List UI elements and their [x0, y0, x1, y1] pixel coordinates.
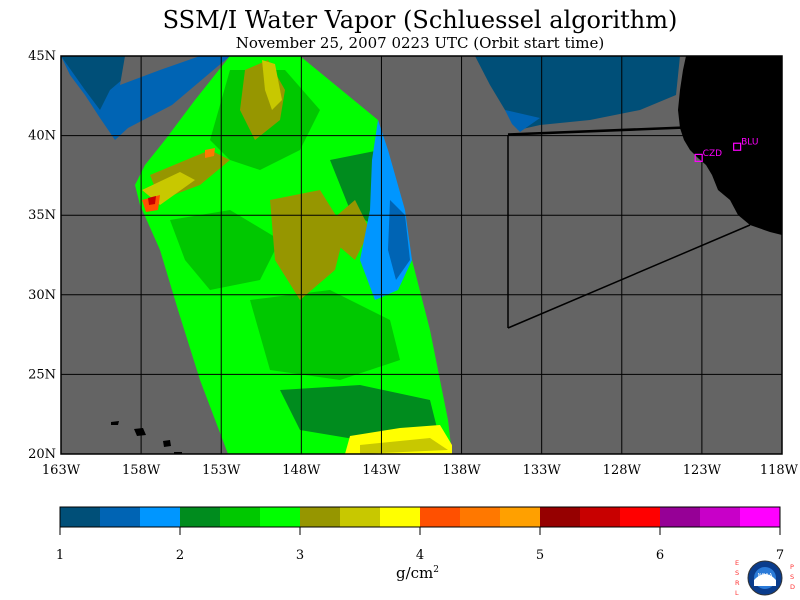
colorbar-swatch	[420, 507, 461, 527]
colorbar-swatch	[300, 507, 341, 527]
colorbar-swatch	[100, 507, 141, 527]
vapor-region-northeast	[475, 56, 680, 130]
colorbar-swatch	[740, 507, 781, 527]
flight-track-outline	[507, 126, 686, 135]
station-marker	[694, 153, 703, 162]
longitude-label: 148W	[282, 463, 321, 478]
colorbar-tick-label: 2	[176, 548, 184, 563]
station-label: BLU	[741, 138, 758, 148]
svg-text:L: L	[735, 589, 739, 597]
colorbar-swatch	[340, 507, 381, 527]
vapor-region-north-grey	[120, 56, 200, 85]
latitude-label: 40N	[28, 129, 56, 144]
colorbar-ticks: 1 2 3 4 5 6 7	[56, 527, 784, 563]
colorbar-swatch	[500, 507, 541, 527]
flight-track-south	[507, 224, 751, 329]
map-title: SSM/I Water Vapor (Schluessel algorithm)	[162, 6, 678, 34]
colorbar	[59, 506, 781, 528]
colorbar-swatch	[60, 507, 101, 527]
svg-text:NOAA: NOAA	[758, 573, 773, 579]
longitude-label: 128W	[603, 463, 642, 478]
colorbar-swatch	[700, 507, 741, 527]
colorbar-swatch	[180, 507, 221, 527]
map-frame	[60, 55, 783, 455]
land-island-3	[163, 440, 171, 447]
map-subtitle: November 25, 2007 0223 UTC (Orbit start …	[235, 34, 605, 52]
colorbar-unit-text: g/cm	[396, 564, 434, 582]
land-north-america	[678, 56, 782, 235]
swath-red-west	[148, 196, 156, 205]
swath-yellow-north	[262, 60, 282, 110]
longitude-label: 123W	[683, 463, 722, 478]
swath-darkblue-east	[388, 200, 410, 280]
longitude-label: 118W	[760, 463, 799, 478]
longitude-label: 158W	[122, 463, 161, 478]
svg-text:E: E	[735, 559, 739, 567]
station-label: CZD	[703, 149, 722, 159]
svg-text:R: R	[735, 579, 740, 587]
longitude-label: 138W	[442, 463, 481, 478]
latitude-label: 25N	[28, 367, 56, 382]
colorbar-tick-label: 1	[56, 548, 64, 563]
colorbar-tick-label: 6	[656, 548, 664, 563]
colorbar-unit: g/cm2	[396, 564, 439, 582]
swath-orange-north	[205, 148, 215, 158]
colorbar-unit-power: 2	[433, 565, 440, 575]
swath-lightyellow-south	[360, 438, 448, 454]
latitude-label: 20N	[28, 447, 56, 462]
latitude-label: 30N	[28, 288, 56, 303]
longitude-label: 143W	[362, 463, 401, 478]
colorbar-swatch	[580, 507, 621, 527]
flight-track-north	[507, 127, 686, 136]
longitude-label: 133W	[523, 463, 562, 478]
longitude-label: 163W	[42, 463, 81, 478]
latitude-label: 35N	[28, 208, 56, 223]
colorbar-swatch	[660, 507, 701, 527]
swath-olive-2	[270, 190, 345, 300]
colorbar-swatch	[220, 507, 261, 527]
colorbar-swatch	[140, 507, 181, 527]
colorbar-tick-label: 4	[416, 548, 424, 563]
svg-text:P: P	[790, 563, 794, 571]
colorbar-tick-label: 7	[776, 548, 784, 563]
vapor-region-northeast-blue	[505, 110, 540, 132]
land-island-2	[134, 428, 146, 436]
station-markers: CZD BLU	[694, 138, 758, 162]
colorbar-tick-label: 3	[296, 548, 304, 563]
colorbar-swatch	[540, 507, 581, 527]
svg-text:S: S	[790, 573, 794, 581]
colorbar-swatch	[380, 507, 421, 527]
latitude-label: 45N	[28, 49, 56, 64]
land-island-1	[111, 421, 119, 425]
colorbar-tick-label: 5	[536, 548, 544, 563]
svg-text:D: D	[790, 583, 795, 591]
longitude-labels: 163W 158W 153W 148W 143W 138W 133W 128W 123W 118W	[42, 463, 799, 478]
swath-darkgreen-4	[280, 385, 440, 440]
swath-darkgreen-3	[250, 290, 400, 380]
station-marker	[733, 142, 742, 151]
colorbar-swatch	[260, 507, 301, 527]
colorbar-swatch	[620, 507, 661, 527]
colorbar-swatch	[460, 507, 501, 527]
swath-darkgreen-2	[170, 210, 280, 290]
latitude-labels: 45N 40N 35N 30N 25N 20N	[28, 49, 56, 462]
longitude-label: 153W	[202, 463, 241, 478]
svg-text:S: S	[735, 569, 739, 577]
psd-letters: PSD	[790, 563, 795, 591]
